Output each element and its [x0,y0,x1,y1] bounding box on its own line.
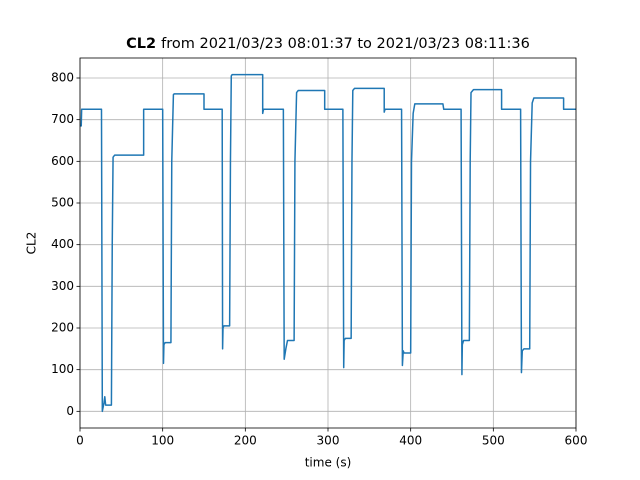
y-tick-label: 500 [51,196,74,210]
chart-title: CL2 from 2021/03/23 08:01:37 to 2021/03/2… [126,36,530,52]
y-tick-label: 0 [66,404,74,418]
x-tick-label: 400 [399,434,422,448]
x-tick-label: 600 [565,434,588,448]
title-bold: CL2 [126,36,156,52]
x-tick-label: 500 [482,434,505,448]
y-tick-label: 600 [51,154,74,168]
data-line [80,73,576,413]
y-tick-label: 300 [51,279,74,293]
y-tick-label: 700 [51,112,74,126]
x-tick-label: 100 [151,434,174,448]
y-axis-label: CL2 [25,232,39,255]
x-tick-label: 200 [234,434,257,448]
x-axis-label: time (s) [305,456,352,470]
x-tick-label: 0 [76,434,84,448]
y-tick-label: 400 [51,237,74,251]
y-tick-label: 100 [51,362,74,376]
x-tick-label: 300 [317,434,340,448]
y-tick-label: 200 [51,321,74,335]
y-tick-label: 800 [51,71,74,85]
title-text: from 2021/03/23 08:01:37 to 2021/03/23 0… [161,36,530,52]
plot-frame [79,57,577,429]
